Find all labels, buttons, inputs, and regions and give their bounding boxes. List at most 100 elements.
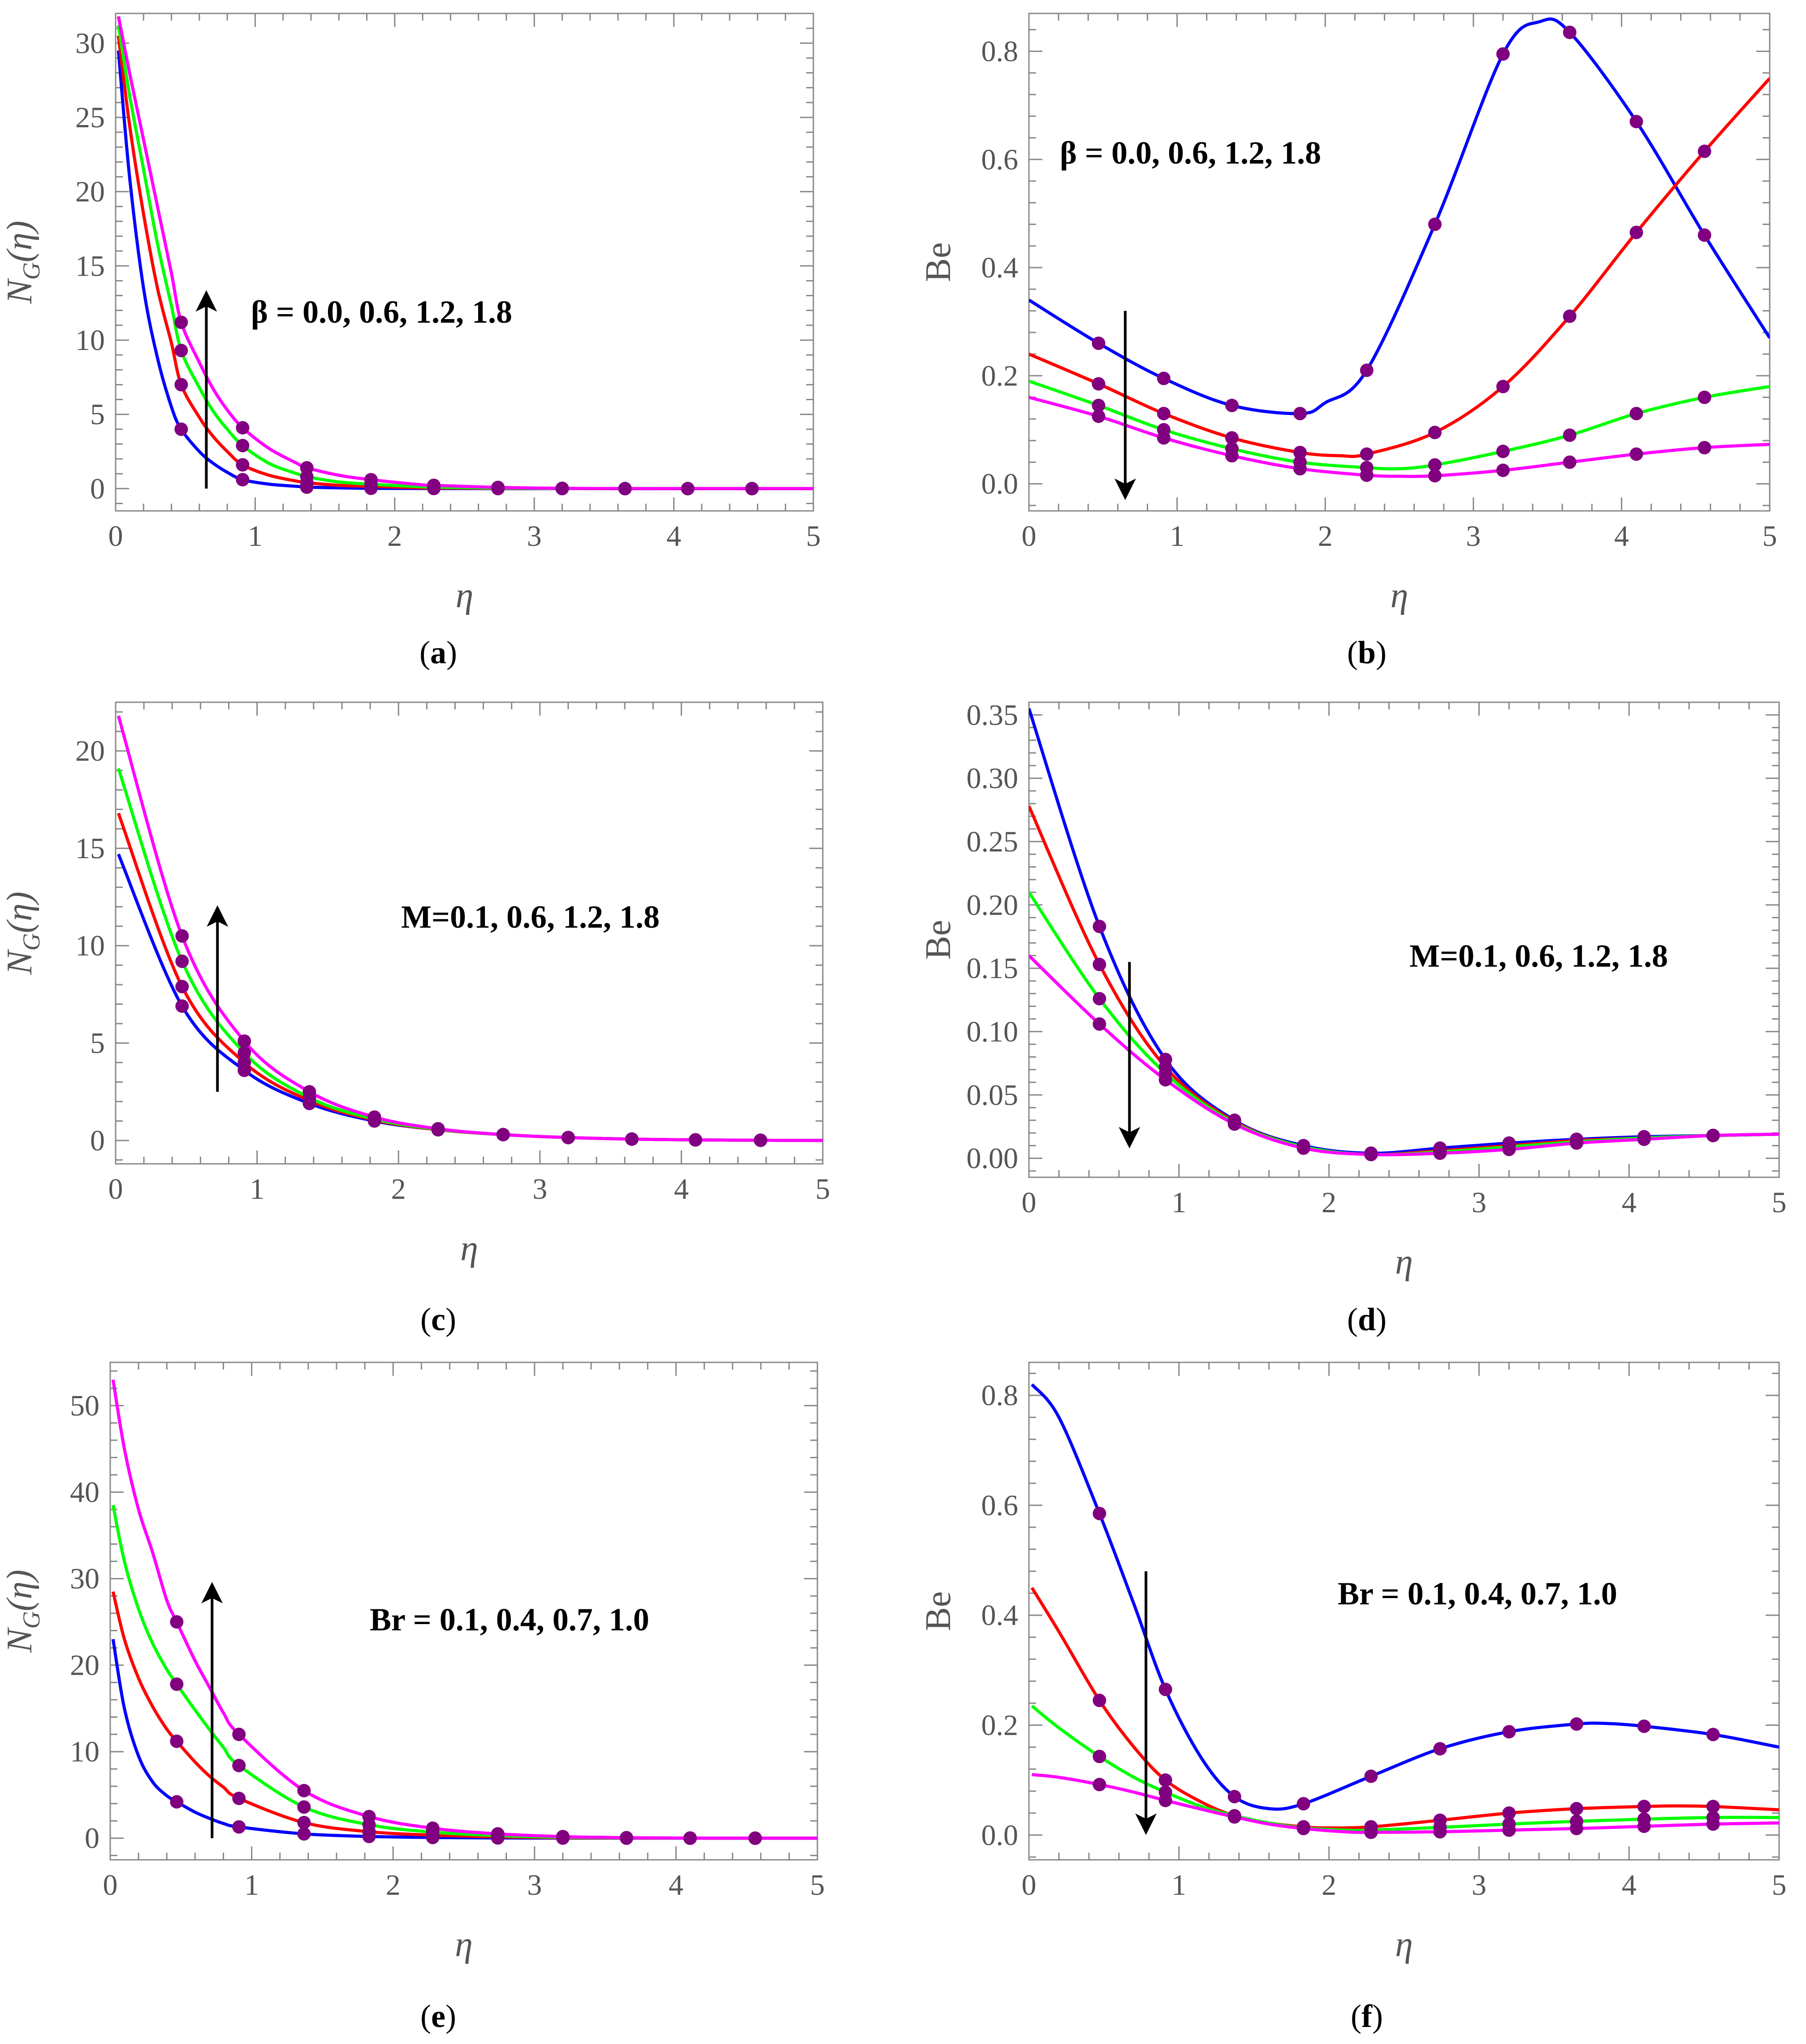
plot-frame [115, 13, 814, 512]
series-line-3 [1029, 891, 1779, 1157]
y-tick-label: 0.8 [981, 35, 1019, 68]
data-point [1563, 428, 1577, 442]
data-point [1293, 406, 1307, 420]
data-point [170, 1734, 184, 1748]
data-point [1093, 1777, 1106, 1791]
data-point [1570, 1822, 1584, 1836]
y-axis-label: Be [919, 242, 958, 282]
y-tick-label: 0.25 [967, 825, 1019, 858]
x-tick-label: 4 [674, 1173, 689, 1206]
tick-marks [1028, 1362, 1780, 1860]
x-tick-label: 1 [1171, 1186, 1186, 1219]
series-line-4 [1032, 1773, 1779, 1834]
x-tick-label: 0 [108, 1173, 123, 1206]
y-tick-label: 15 [75, 250, 105, 282]
x-tick-label: 2 [1318, 520, 1333, 553]
x-tick-label: 1 [250, 1173, 264, 1206]
data-point [175, 955, 189, 968]
data-point [1706, 1800, 1720, 1814]
y-tick-label: 40 [70, 1476, 99, 1509]
data-point [1629, 447, 1643, 461]
series-lines [1029, 17, 1770, 478]
y-tick-label: 10 [75, 324, 105, 357]
data-point [170, 1615, 184, 1629]
data-point [1158, 1773, 1172, 1787]
series-line-3 [117, 768, 823, 1142]
data-point [236, 421, 250, 435]
series-line-4 [1029, 954, 1779, 1157]
data-point [1296, 1141, 1310, 1155]
data-point [1364, 1769, 1378, 1783]
data-point [238, 1034, 251, 1048]
data-point [1563, 26, 1577, 39]
data-point [1158, 1682, 1172, 1696]
y-tick-label: 10 [75, 929, 105, 962]
data-point [1227, 1117, 1241, 1131]
data-point [1496, 463, 1510, 477]
x-axis-label: η [1395, 1242, 1413, 1282]
x-tick-label: 0 [1022, 1869, 1037, 1901]
y-tick-label: 0.6 [981, 143, 1019, 176]
data-point [1428, 458, 1442, 472]
panel-caption-letter: d [1358, 1301, 1376, 1337]
data-point [232, 1759, 246, 1772]
data-point [688, 1133, 702, 1147]
y-tick-label: 0 [90, 472, 105, 505]
panel-caption: (b) [1347, 635, 1387, 670]
series-line-2 [117, 812, 823, 1142]
data-point [1093, 992, 1106, 1006]
panel-caption-letter: e [431, 1998, 445, 2034]
data-point [1093, 1750, 1106, 1763]
parameter-annotation: β = 0.0, 0.6, 1.2, 1.8 [251, 294, 512, 330]
tick-marks [1028, 13, 1771, 511]
parameter-annotation: M=0.1, 0.6, 1.2, 1.8 [401, 899, 660, 935]
data-point [1698, 228, 1711, 242]
data-point [1227, 1789, 1241, 1803]
series-lines [1029, 708, 1779, 1157]
x-tick-label: 4 [1622, 1869, 1637, 1901]
series-markers [1092, 26, 1711, 483]
panel-caption-letter: f [1361, 1998, 1373, 2034]
data-point [1225, 431, 1239, 445]
data-point [748, 1831, 762, 1845]
data-point [1433, 1146, 1447, 1160]
y-tick-label: 20 [70, 1649, 99, 1682]
data-point [1296, 1822, 1310, 1836]
data-point [1706, 1817, 1720, 1831]
data-point [170, 1677, 184, 1691]
x-tick-label: 1 [248, 520, 263, 553]
series-line-2 [1030, 1587, 1779, 1830]
data-point [1360, 447, 1374, 461]
data-point [236, 473, 250, 487]
y-axis-label-sub: G [18, 262, 45, 280]
data-point [1496, 380, 1510, 393]
y-tick-label: 0.30 [967, 762, 1019, 795]
data-point [745, 482, 759, 496]
panel-f: 0 1 2 3 4 5 0.0 0.2 0.4 0.6 0.8 η Be Br = 0.1, 0.4, 0… [919, 1361, 1787, 2034]
y-tick-label: 10 [70, 1736, 99, 1768]
data-point [1364, 1825, 1378, 1839]
y-axis-label: Be [919, 1591, 958, 1631]
x-tick-label: 3 [1472, 1869, 1486, 1901]
y-axis-label: Be [919, 920, 958, 960]
data-point [1570, 1802, 1584, 1815]
data-point [175, 999, 189, 1013]
data-point [297, 1800, 311, 1814]
y-tick-label: 20 [75, 735, 105, 768]
x-tick-label: 2 [387, 520, 402, 553]
data-point [236, 458, 250, 472]
y-tick-label: 50 [70, 1390, 99, 1422]
data-point [1570, 1136, 1584, 1150]
data-point [1093, 920, 1106, 933]
x-tick-label: 5 [1763, 520, 1777, 553]
data-point [1637, 1800, 1651, 1814]
data-point [1092, 409, 1106, 423]
data-point [556, 1830, 570, 1844]
x-tick-label: 5 [816, 1173, 830, 1206]
data-point [1225, 398, 1239, 412]
series-line-1 [1029, 708, 1779, 1155]
tick-marks [115, 13, 814, 511]
data-point [1698, 144, 1711, 158]
y-tick-label: 0.00 [967, 1142, 1019, 1175]
